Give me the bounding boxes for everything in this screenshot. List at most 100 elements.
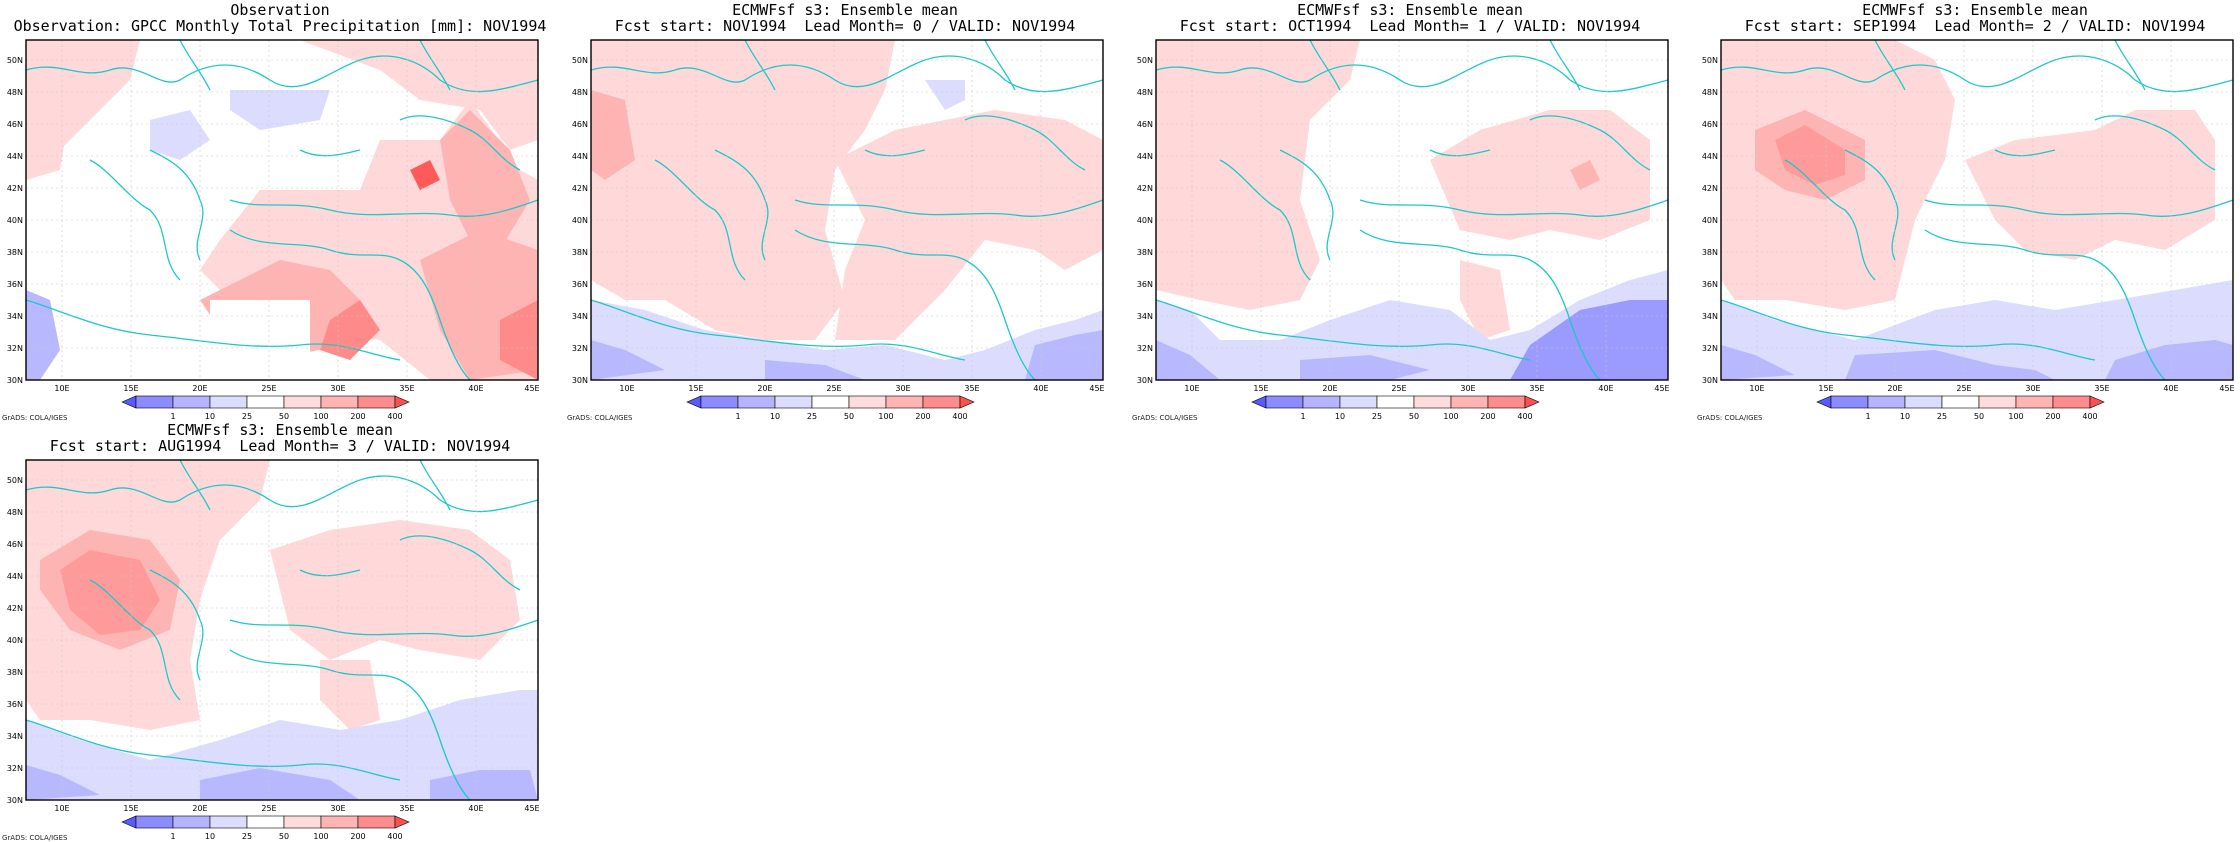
lon-tick-label: 45E bbox=[524, 384, 539, 393]
lon-tick-label: 40E bbox=[1598, 384, 1613, 393]
colorbar-swatch bbox=[686, 395, 702, 409]
panel-title: ECMWFsf s3: Ensemble mean bbox=[1297, 1, 1523, 19]
lat-tick-label: 46N bbox=[572, 120, 588, 129]
anomaly-region bbox=[300, 40, 538, 150]
colorbar-label: 100 bbox=[313, 832, 328, 840]
coastline bbox=[419, 39, 451, 91]
anomaly-region bbox=[230, 90, 330, 130]
lat-tick-label: 32N bbox=[572, 344, 588, 353]
lon-tick-label: 15E bbox=[1818, 384, 1833, 393]
coastline bbox=[1429, 149, 1491, 157]
lat-tick-label: 30N bbox=[7, 796, 23, 805]
lon-tick-label: 35E bbox=[399, 384, 414, 393]
missing-data-area bbox=[210, 300, 310, 380]
colorbar-label: 200 bbox=[350, 832, 365, 840]
map-frame bbox=[25, 459, 539, 801]
colorbar-swatch bbox=[1487, 395, 1526, 409]
lat-tick-label: 40N bbox=[7, 216, 23, 225]
colorbar-swatch bbox=[394, 815, 410, 829]
map-frame bbox=[590, 39, 1104, 381]
colorbar-label: 25 bbox=[242, 832, 252, 840]
colorbar-label: 400 bbox=[1517, 412, 1532, 420]
colorbar-label: 50 bbox=[279, 832, 289, 840]
gridlines bbox=[26, 40, 538, 380]
coastline bbox=[1720, 299, 2096, 361]
colorbar bbox=[686, 395, 975, 409]
coastline bbox=[229, 199, 539, 217]
lat-axis: 50N 48N 46N 44N 42N 40N 38N 36N 34N 32N 30N bbox=[7, 476, 23, 805]
panel-forecast-lead3: ECMWFsf s3: Ensemble mean Fcst start: AU… bbox=[0, 420, 560, 842]
lat-tick-label: 46N bbox=[1137, 120, 1153, 129]
coastline bbox=[2094, 115, 2216, 171]
colorbar-label: 50 bbox=[844, 412, 854, 420]
plot-area bbox=[26, 40, 538, 380]
lat-tick-label: 32N bbox=[7, 344, 23, 353]
colorbar-label: 10 bbox=[205, 832, 215, 840]
colorbar-label: 1 bbox=[170, 412, 175, 420]
anomaly-region bbox=[1156, 340, 1220, 380]
lat-tick-label: 42N bbox=[7, 604, 23, 613]
colorbar-swatch bbox=[121, 815, 137, 829]
grads-credit: GrADS: COLA/IGES bbox=[1697, 414, 1763, 422]
colorbar-swatch bbox=[1941, 395, 1980, 409]
colorbar-label: 25 bbox=[1372, 412, 1382, 420]
panel-title: ECMWFsf s3: Ensemble mean bbox=[1862, 1, 2088, 19]
colorbar-swatch bbox=[394, 395, 410, 409]
lat-tick-label: 46N bbox=[7, 120, 23, 129]
anomaly-region bbox=[765, 360, 865, 380]
coastline bbox=[590, 299, 966, 361]
colorbar-labels: 1 10 25 50 100 200 400 bbox=[170, 412, 402, 420]
lon-tick-label: 30E bbox=[330, 384, 345, 393]
lon-tick-label: 25E bbox=[1956, 384, 1971, 393]
colorbar-label: 10 bbox=[770, 412, 780, 420]
colorbar-label: 400 bbox=[2082, 412, 2097, 420]
coastline bbox=[1924, 229, 2096, 261]
lat-tick-label: 32N bbox=[7, 764, 23, 773]
lat-tick-label: 30N bbox=[7, 376, 23, 385]
colorbar-swatch bbox=[357, 395, 396, 409]
anomaly-region bbox=[1965, 110, 2215, 260]
colorbar-swatch bbox=[135, 395, 174, 409]
anomaly-region bbox=[591, 300, 1103, 380]
lat-tick-label: 38N bbox=[7, 248, 23, 257]
coastline bbox=[1359, 229, 1531, 261]
panel-subtitle: Observation: GPCC Monthly Total Precipit… bbox=[13, 17, 547, 35]
anomaly-region bbox=[1460, 260, 1510, 340]
coastline bbox=[299, 569, 361, 577]
lon-tick-label: 20E bbox=[192, 384, 207, 393]
map-frame bbox=[1155, 39, 1669, 381]
colorbar-swatch bbox=[1978, 395, 2017, 409]
colorbar-swatch bbox=[1830, 395, 1869, 409]
colorbar-labels: 1 10 25 50 100 200 400 bbox=[735, 412, 967, 420]
panel-title: ECMWFsf s3: Ensemble mean bbox=[167, 421, 393, 439]
colorbar-swatch bbox=[774, 395, 813, 409]
colorbar-swatch bbox=[283, 395, 322, 409]
lat-axis: 50N 48N 46N 44N 42N 40N 38N 36N 34N 32N 30N bbox=[1137, 56, 1153, 385]
colorbar-swatch bbox=[246, 395, 285, 409]
colorbar-label: 1 bbox=[1300, 412, 1305, 420]
lat-tick-label: 50N bbox=[572, 56, 588, 65]
precip-map-lead0: 50N 48N 46N 44N 42N 40N 38N 36N 34N 32N 30N 10E… bbox=[572, 39, 1105, 420]
anomaly-region bbox=[1156, 40, 1360, 310]
coastline bbox=[419, 459, 451, 511]
lon-tick-label: 15E bbox=[123, 384, 138, 393]
colorbar-swatch bbox=[2052, 395, 2091, 409]
colorbar-swatch bbox=[1302, 395, 1341, 409]
colorbar-label: 200 bbox=[1480, 412, 1495, 420]
colorbar-label: 400 bbox=[952, 412, 967, 420]
lon-tick-label: 30E bbox=[895, 384, 910, 393]
anomaly-region bbox=[835, 110, 1103, 340]
lat-tick-label: 48N bbox=[7, 88, 23, 97]
coastline bbox=[229, 619, 539, 637]
coastline bbox=[590, 55, 1104, 93]
colorbar bbox=[121, 815, 410, 829]
colorbar-swatch bbox=[135, 815, 174, 829]
colorbar-label: 25 bbox=[807, 412, 817, 420]
colorbar-label: 200 bbox=[2045, 412, 2060, 420]
anomaly-region bbox=[270, 520, 520, 660]
colorbar-swatch bbox=[357, 815, 396, 829]
colorbar bbox=[121, 395, 410, 409]
colorbar-label: 25 bbox=[1937, 412, 1947, 420]
colorbar-label: 10 bbox=[1335, 412, 1345, 420]
grads-credit: GrADS: COLA/IGES bbox=[2, 414, 68, 422]
